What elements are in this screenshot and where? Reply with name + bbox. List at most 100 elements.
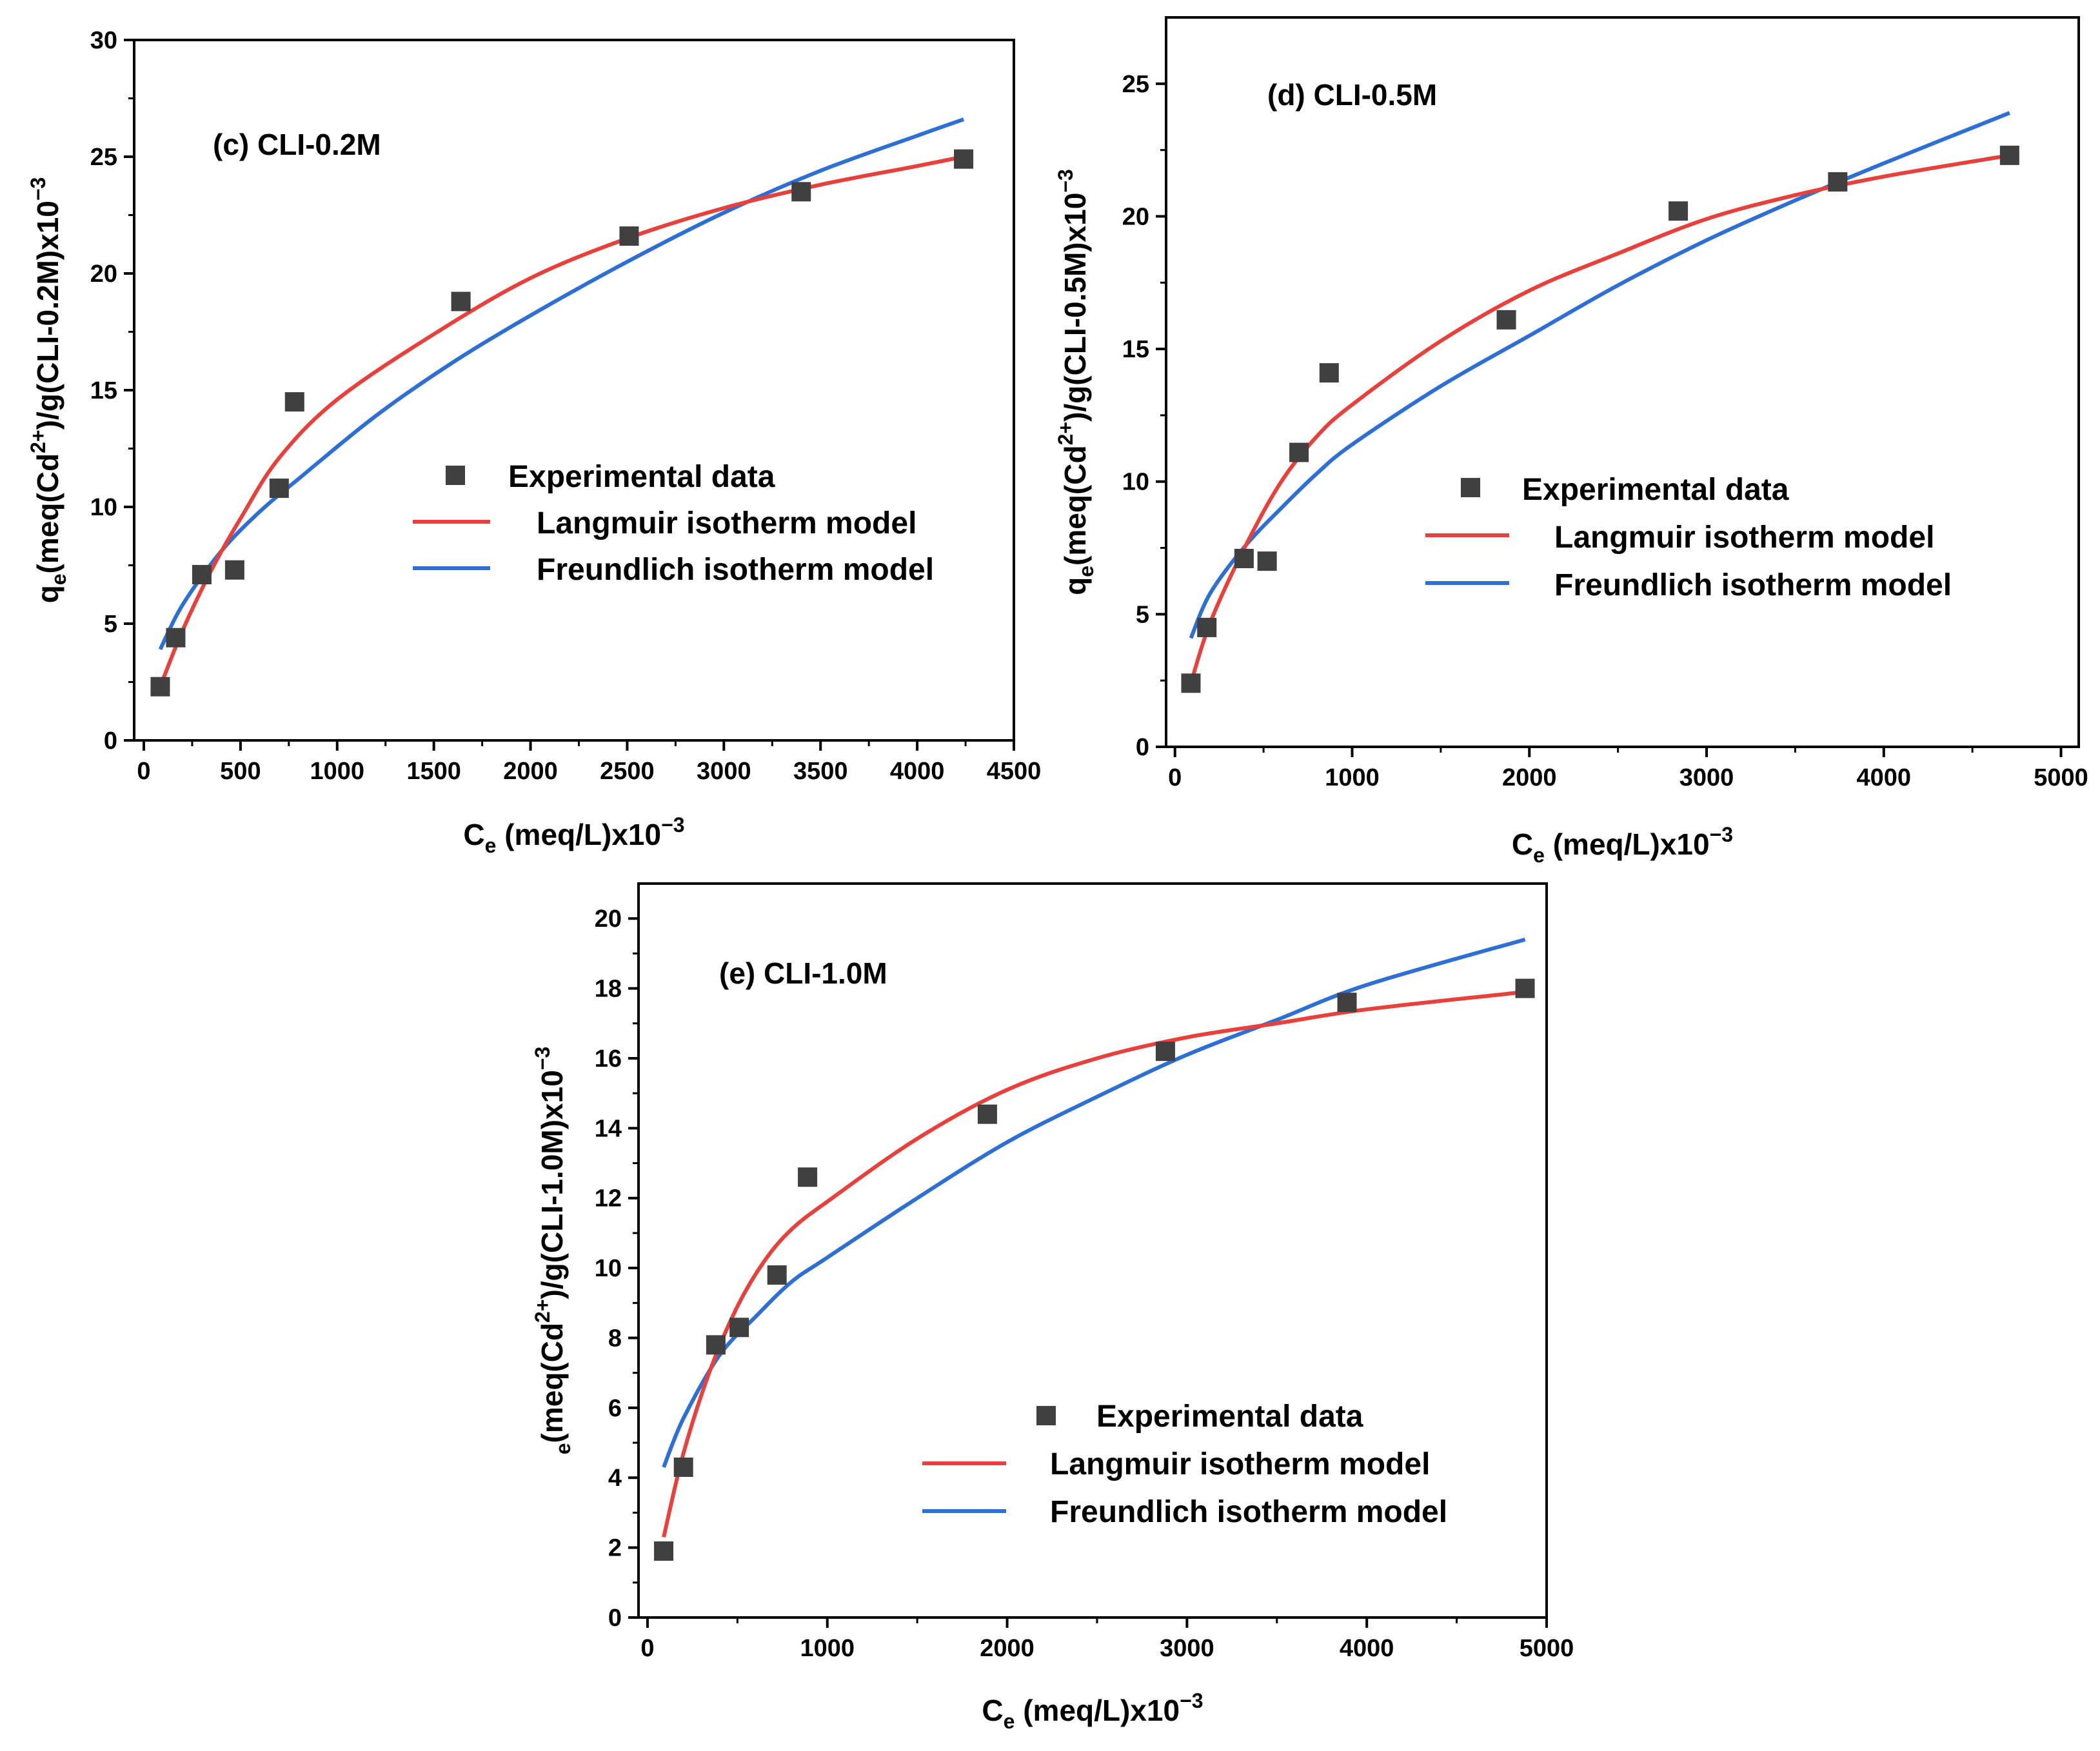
experimental-point [1155, 1042, 1175, 1062]
experimental-point [1319, 363, 1339, 383]
x-tick-label: 0 [640, 1635, 654, 1662]
y-tick-label: 8 [608, 1325, 622, 1352]
experimental-point [654, 1541, 674, 1561]
x-tick-label: 1000 [800, 1635, 855, 1662]
experimental-point [150, 677, 170, 697]
y-tick-label: 30 [90, 27, 117, 54]
y-tick-label: 2 [608, 1535, 622, 1562]
experimental-point [1828, 172, 1848, 192]
x-axis-title-sub: e [1004, 1710, 1015, 1733]
experimental-point [1289, 442, 1309, 462]
y-tick-label: 6 [608, 1395, 622, 1422]
y-tick-label: 5 [104, 611, 117, 638]
y-axis-title-main: q [1058, 577, 1092, 595]
x-tick-label: 3000 [1160, 1635, 1214, 1662]
panel-title: (e) CLI-1.0M [719, 956, 887, 990]
x-tick-label: 2000 [1502, 764, 1557, 791]
x-axis-title-unit: (meq/L)x10 [1015, 1694, 1180, 1727]
legend-marker-experimental [1036, 1406, 1056, 1425]
y-axis-title-sup: 2+ [531, 1299, 554, 1322]
y-tick-label: 12 [595, 1185, 622, 1212]
plot-frame [1165, 16, 2080, 748]
experimental-point [767, 1265, 787, 1285]
y-tick-label: 15 [90, 377, 117, 404]
x-tick-label: 5000 [2034, 764, 2088, 791]
y-tick-label: 10 [1122, 469, 1149, 496]
y-tick-label: 10 [90, 494, 117, 521]
y-axis-title-sup2: −3 [26, 177, 50, 201]
y-axis-title-mid: (meq(Cd [31, 453, 64, 574]
y-axis-title: e(meq(Cd2+)/g(CLI-1.0M)x10−3 [531, 1047, 575, 1455]
y-axis-title-mid: (meq(Cd [1058, 445, 1092, 566]
x-tick-label: 1000 [310, 758, 364, 785]
y-tick-label: 20 [595, 905, 622, 933]
x-tick-label: 3000 [697, 758, 751, 785]
x-tick-label: 3000 [1679, 764, 1734, 791]
panel-c-cli-0-2m: 0 500 1000 1500 2000 2500 3000 3500 4000 4500 0 5 10… [26, 27, 1041, 857]
y-tick-label: 25 [90, 144, 117, 171]
experimental-point [791, 182, 811, 202]
y-axis-title-sub: e [1075, 566, 1098, 577]
y-axis-title-sub: e [47, 573, 70, 585]
experimental-point [1234, 548, 1254, 568]
x-tick-label: 500 [220, 758, 261, 785]
x-tick-label: 2000 [503, 758, 558, 785]
y-tick-label: 0 [608, 1605, 622, 1632]
legend: Experimental data Langmuir isotherm model… [413, 460, 934, 587]
y-axis-title-tail: )/g(CLI-0.2M)x10 [31, 201, 64, 430]
legend-label: Langmuir isotherm model [1050, 1447, 1430, 1481]
legend-label: Freundlich isotherm model [537, 553, 934, 587]
langmuir-curve [662, 990, 1525, 1538]
experimental-point [269, 479, 289, 499]
y-axis-title-tail: )/g(CLI-1.0M)x10 [535, 1070, 569, 1299]
experimental-point [1337, 993, 1357, 1013]
legend-label: Freundlich isotherm model [1050, 1495, 1447, 1529]
x-axis-title: Ce (meq/L)x10−3 [982, 1689, 1203, 1733]
experimental-point [977, 1104, 997, 1124]
experimental-point [954, 149, 974, 169]
x-axis-title-sub: e [1533, 844, 1545, 867]
experimental-point [451, 292, 471, 312]
experimental-point [1515, 978, 1535, 998]
x-axis-title-sup: −3 [1180, 1689, 1203, 1712]
y-axis-title-tail: )/g(CLI-0.5M)x10 [1058, 193, 1092, 422]
x-tick-label: 0 [137, 758, 150, 785]
legend-label: Experimental data [1522, 473, 1789, 507]
experimental-point [1181, 673, 1201, 693]
y-tick-label: 5 [1136, 601, 1149, 628]
y-axis-title: qe(meq(Cd2+)/g(CLI-0.2M)x10−3 [26, 177, 70, 604]
freundlich-curve [1189, 111, 2010, 639]
x-axis-title-unit: (meq/L)x10 [496, 818, 661, 851]
experimental-point [729, 1318, 749, 1338]
x-tick-label: 1500 [406, 758, 461, 785]
langmuir-curve [158, 155, 964, 688]
experimental-point [284, 392, 304, 412]
legend-marker-experimental [1461, 478, 1480, 497]
experimental-point [166, 628, 186, 648]
x-axis-title: Ce (meq/L)x10−3 [463, 813, 684, 857]
experimental-point [798, 1167, 818, 1187]
legend-label: Experimental data [508, 460, 775, 494]
y-tick-label: 15 [1122, 336, 1149, 363]
y-tick-label: 10 [595, 1255, 622, 1282]
legend-label: Langmuir isotherm model [537, 506, 916, 540]
experimental-point [192, 564, 212, 584]
experimental-point [1197, 617, 1217, 637]
y-axis-title-sup2: −3 [1054, 169, 1077, 192]
legend: Experimental data Langmuir isotherm model… [1425, 473, 1952, 602]
x-axis-title-main: C [1512, 827, 1533, 861]
panel-title: (c) CLI-0.2M [213, 128, 381, 161]
panel-e-cli-1-0m: 0 1000 2000 3000 4000 5000 0 2 4 6 8 10 12 14 16 18 20 (e… [531, 882, 1574, 1733]
y-tick-label: 14 [595, 1115, 622, 1142]
panel-title: (d) CLI-0.5M [1267, 78, 1437, 112]
experimental-point [1999, 145, 2019, 165]
y-tick-label: 0 [104, 727, 117, 755]
y-tick-label: 20 [90, 261, 117, 288]
panel-d-cli-0-5m: 0 1000 2000 3000 4000 5000 0 5 10 15 20 25 (d) CLI-0… [1054, 16, 2088, 867]
legend: Experimental data Langmuir isotherm model… [922, 1400, 1447, 1529]
legend-marker-experimental [446, 466, 465, 485]
x-tick-label: 5000 [1520, 1635, 1574, 1662]
x-axis-title-sup: −3 [1710, 823, 1733, 846]
x-axis-title: Ce (meq/L)x10−3 [1512, 823, 1733, 867]
